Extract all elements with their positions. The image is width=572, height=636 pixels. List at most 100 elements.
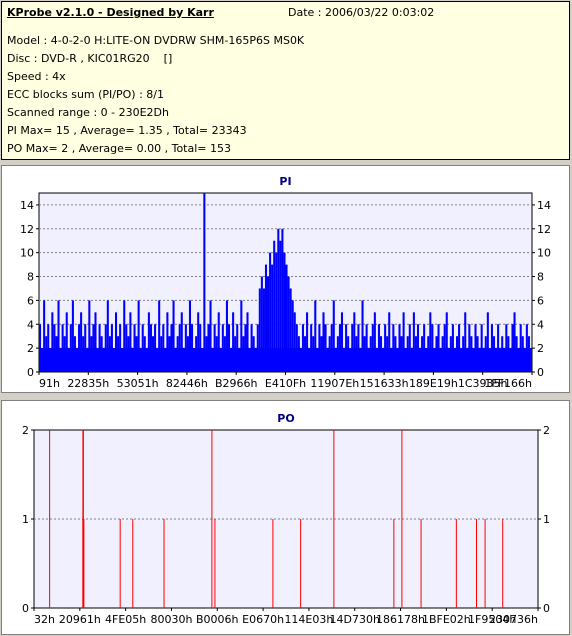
pi-bar <box>287 276 290 372</box>
po-summary: PO Max= 2 , Average= 0.00 , Total= 153 <box>7 142 231 155</box>
pi-bar <box>291 300 294 372</box>
y-tick-label-right: 4 <box>537 318 544 331</box>
pi-bar <box>281 228 284 372</box>
pi-bar <box>129 312 132 372</box>
scanned-range: Scanned range : 0 - 230E2Dh <box>7 106 169 119</box>
pi-bar <box>269 252 272 372</box>
y-tick-label-right: 2 <box>543 424 550 437</box>
pi-bar <box>166 312 169 372</box>
pi-bar <box>275 252 278 372</box>
pi-bar <box>273 240 276 372</box>
pi-bar <box>65 312 68 372</box>
pi-bar <box>412 312 415 372</box>
pi-bar <box>340 312 344 372</box>
scan-speed: Speed : 4x <box>7 70 66 83</box>
pi-bar <box>240 300 243 372</box>
pi-bar <box>106 300 109 372</box>
x-tick-label: 1BFE02h <box>422 613 471 626</box>
pi-bar <box>277 228 280 372</box>
pi-bar <box>361 300 364 372</box>
y-tick-label-right: 10 <box>537 247 551 260</box>
x-tick-label: 20961h <box>59 613 101 626</box>
x-tick-label: 1C3935h <box>458 377 508 390</box>
pi-bar <box>57 300 60 372</box>
y-tick-label-left: 4 <box>27 318 34 331</box>
y-tick-label-right: 0 <box>537 366 544 379</box>
pi-bar <box>289 288 292 372</box>
x-tick-label: 4FE05h <box>105 613 146 626</box>
pi-bar <box>445 312 448 372</box>
x-tick-label: 230736h <box>489 613 538 626</box>
x-tick-label: 82446h <box>166 377 208 390</box>
pi-bar <box>262 288 265 372</box>
x-tick-label: 22835h <box>67 377 109 390</box>
pi-bar <box>209 300 212 372</box>
y-tick-label-left: 12 <box>20 223 34 236</box>
y-tick-label-right: 2 <box>537 342 544 355</box>
y-tick-label-right: 14 <box>537 199 551 212</box>
y-tick-label-left: 2 <box>27 342 34 355</box>
pi-bar <box>123 300 126 372</box>
y-tick-label-right: 12 <box>537 223 551 236</box>
pi-bar <box>283 252 286 372</box>
pi-bar <box>306 312 309 372</box>
pi-bar <box>217 312 220 372</box>
y-tick-label-left: 0 <box>27 366 34 379</box>
y-tick-label-left: 6 <box>27 294 34 307</box>
drive-model: Model : 4-0-2-0 H:LITE-ON DVDRW SHM-165P… <box>7 34 305 47</box>
pi-bar <box>172 300 175 372</box>
pi-chart: PI 0 0 2 2 4 4 6 6 8 8 10 10 12 12 14 14 91h 22835h 53051h 8… <box>20 175 551 390</box>
x-tick-label: 186178h <box>376 613 425 626</box>
pi-bar <box>353 312 356 372</box>
scan-date: Date : 2006/03/22 0:03:02 <box>288 6 435 19</box>
x-tick-label: 80030h <box>150 613 192 626</box>
pi-bar <box>332 300 335 372</box>
y-tick-label-left: 2 <box>22 424 29 437</box>
y-tick-label-right: 0 <box>543 602 550 615</box>
pi-bar <box>180 312 183 372</box>
x-tick-label: 114E03h <box>284 613 333 626</box>
x-tick-label: 11907Eh <box>310 377 359 390</box>
y-tick-label-left: 8 <box>27 271 34 284</box>
pi-bar <box>279 240 282 372</box>
pi-bar <box>271 264 274 372</box>
pi-bar <box>260 276 263 372</box>
pi-bar <box>373 312 376 372</box>
y-tick-label-left: 1 <box>22 513 29 526</box>
pi-bar <box>246 312 249 372</box>
pi-bar <box>285 264 288 372</box>
pi-bar <box>232 312 235 372</box>
pi-bar <box>464 312 467 372</box>
pi-bar <box>264 264 268 372</box>
disc-info-panel: KProbe v2.1.0 - Designed by Karr Date : … <box>1 1 570 160</box>
pi-bar <box>43 300 46 372</box>
pi-bar <box>314 300 317 372</box>
pi-bar <box>158 300 161 372</box>
pi-bar <box>225 300 228 372</box>
x-tick-label: 189E19h <box>409 377 458 390</box>
pi-bar <box>80 312 83 372</box>
x-tick-label: B2966h <box>215 377 258 390</box>
pi-bar <box>293 312 296 372</box>
chart-title: PO <box>277 412 294 425</box>
pi-chart-panel: PI 0 0 2 2 4 4 6 6 8 8 10 10 12 12 14 14 91h 22835h 53051h 8… <box>1 165 570 393</box>
pi-bar <box>51 312 54 372</box>
y-tick-label-right: 6 <box>537 294 544 307</box>
pi-bar <box>486 312 489 372</box>
y-tick-label-left: 10 <box>20 247 34 260</box>
x-tick-label: E410Fh <box>265 377 306 390</box>
app-title: KProbe v2.1.0 - Designed by Karr <box>7 6 214 19</box>
pi-bar <box>71 300 74 372</box>
x-tick-label: E0670h <box>242 613 284 626</box>
pi-bar <box>39 348 532 372</box>
ecc-blocks: ECC blocks sum (PI/PO) : 8/1 <box>7 88 164 101</box>
pi-bar <box>258 288 261 372</box>
pi-bar <box>137 300 140 372</box>
po-chart-panel: PO 0 0 1 1 2 2 32h 20961h 4FE05h 80030h B0006h E0670… <box>1 400 570 635</box>
pi-summary: PI Max= 15 , Average= 1.35 , Total= 2334… <box>7 124 247 137</box>
x-tick-label: 53051h <box>117 377 159 390</box>
chart-title: PI <box>279 175 291 188</box>
y-tick-label-right: 1 <box>543 513 550 526</box>
pi-bar <box>203 193 206 372</box>
x-tick-label: B0006h <box>196 613 239 626</box>
